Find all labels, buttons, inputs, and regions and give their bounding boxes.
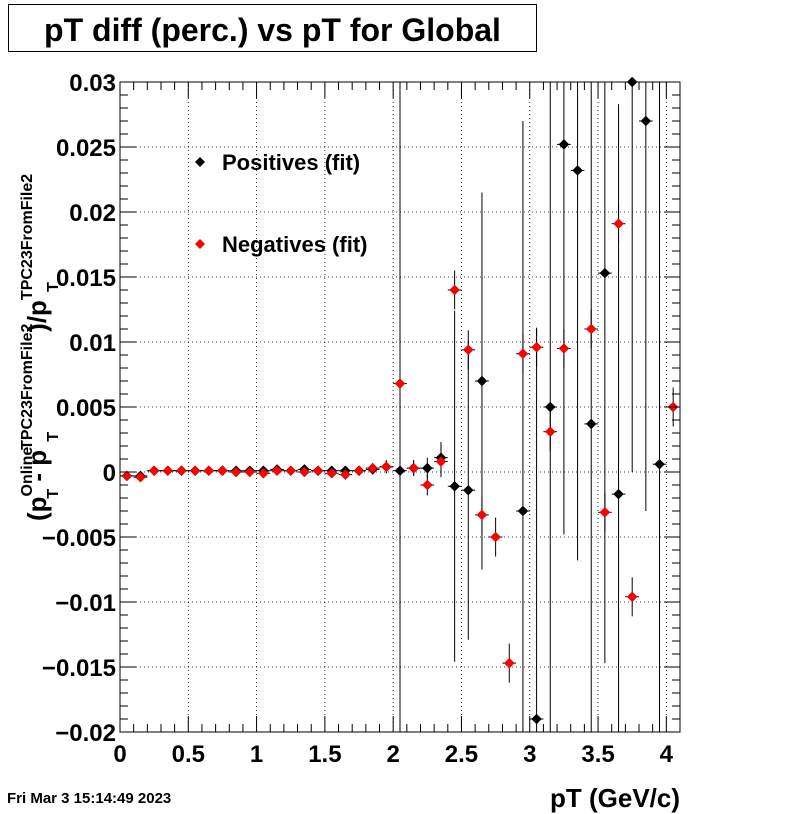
series-positives-point [654,458,665,470]
x-tick-label: 2 [386,741,399,768]
series-negatives-point [230,466,242,478]
series-negatives-point [503,657,515,669]
series-positives-point [585,418,597,430]
series-negatives-point [476,509,488,521]
series-positives-point [558,139,570,150]
series-negatives-point [203,465,215,477]
series-positives-point [394,465,406,477]
y-tick-label: 0.015 [56,265,116,292]
y-tick-label: 0.025 [56,135,116,162]
series-negatives-point [148,465,160,477]
legend-marker-0 [195,157,205,167]
x-axis-label: pT (GeV/c) [550,783,680,813]
series-positives-point [531,713,542,725]
series-negatives-point [585,323,597,335]
series-negatives-point [613,218,624,230]
series-negatives-point [326,467,338,479]
x-tick-label: 3 [523,741,536,768]
y-tick-label: 0.005 [56,395,116,422]
point-layer [121,76,679,725]
series-negatives-point [121,470,133,482]
y-tick-label: 0.03 [69,70,116,97]
y-tick-label: −0.02 [55,720,116,747]
y-tick-label: −0.005 [42,525,116,552]
series-positives-point [640,115,652,127]
series-negatives-point [421,479,433,491]
series-negatives-point [189,465,201,477]
series-positives-point [599,267,611,279]
series-negatives-point [135,471,146,483]
series-negatives-point [626,591,638,603]
series-negatives-point [394,378,406,389]
series-negatives-point [312,465,324,477]
y-tick-label: −0.01 [55,590,116,617]
series-negatives-point [162,465,174,477]
series-negatives-point [271,465,283,477]
series-positives-point [449,480,460,492]
legend: Positives (fit) Negatives (fit) [195,150,367,257]
series-negatives-point [435,456,447,467]
series-negatives-point [517,348,529,360]
x-tick-label: 0.5 [172,741,205,768]
y-tick-label: 0 [103,460,116,487]
legend-marker-1 [195,239,205,249]
x-tick-label: 0 [113,741,126,768]
chart-title: pT diff (perc.) vs pT for Global [44,12,501,48]
series-positives-point [517,505,529,517]
series-positives-point [613,488,624,500]
series-negatives-point [244,466,256,478]
series-negatives-point [285,465,297,477]
y-axis-label: (pOnline T - pTPC23FromFile2 T)/pTPC23From… [19,174,62,521]
legend-label-1: Negatives (fit) [222,232,367,257]
y-tick-label: 0.02 [69,200,116,227]
x-tick-label: 4 [660,741,674,768]
x-tick-label: 2.5 [445,741,478,768]
series-negatives-point [380,461,392,473]
series-negatives-point [490,531,501,543]
series-positives-point [462,484,474,496]
legend-label-0: Positives (fit) [222,150,360,175]
x-tick-label: 1 [250,741,263,768]
x-tick-label: 3.5 [581,741,614,768]
series-negatives-point [217,465,228,477]
timestamp: Fri Mar 3 15:14:49 2023 [7,790,172,807]
series-negatives-point [176,465,187,477]
y-tick-label: −0.015 [42,655,116,682]
series-negatives-point [449,284,460,296]
series-positives-point [544,401,556,413]
series-negatives-point [408,462,420,474]
series-positives-point [572,165,583,176]
series-negatives-point [258,467,269,479]
series-negatives-point [599,506,611,518]
series-negatives-point [340,469,351,480]
series-negatives-point [462,344,474,356]
series-negatives-point [353,465,365,477]
series-negatives-point [558,343,570,354]
tick-label-layer: 0 0.5 1 1.5 2 2.5 3 3.5 4 0.03 0.025 0.02 0.015 0.01 0… [42,70,674,768]
series-positives-point [421,462,433,474]
x-tick-label: 1.5 [308,741,341,768]
series-negatives-point [299,466,310,478]
series-positives-point [476,375,488,387]
y-tick-label: 0.01 [69,330,116,357]
tick-layer [119,81,681,733]
series-negatives-point [531,341,542,353]
series-negatives-point [544,426,556,438]
series-negatives-point [367,462,379,474]
title-box: pT diff (perc.) vs pT for Global [8,4,537,52]
